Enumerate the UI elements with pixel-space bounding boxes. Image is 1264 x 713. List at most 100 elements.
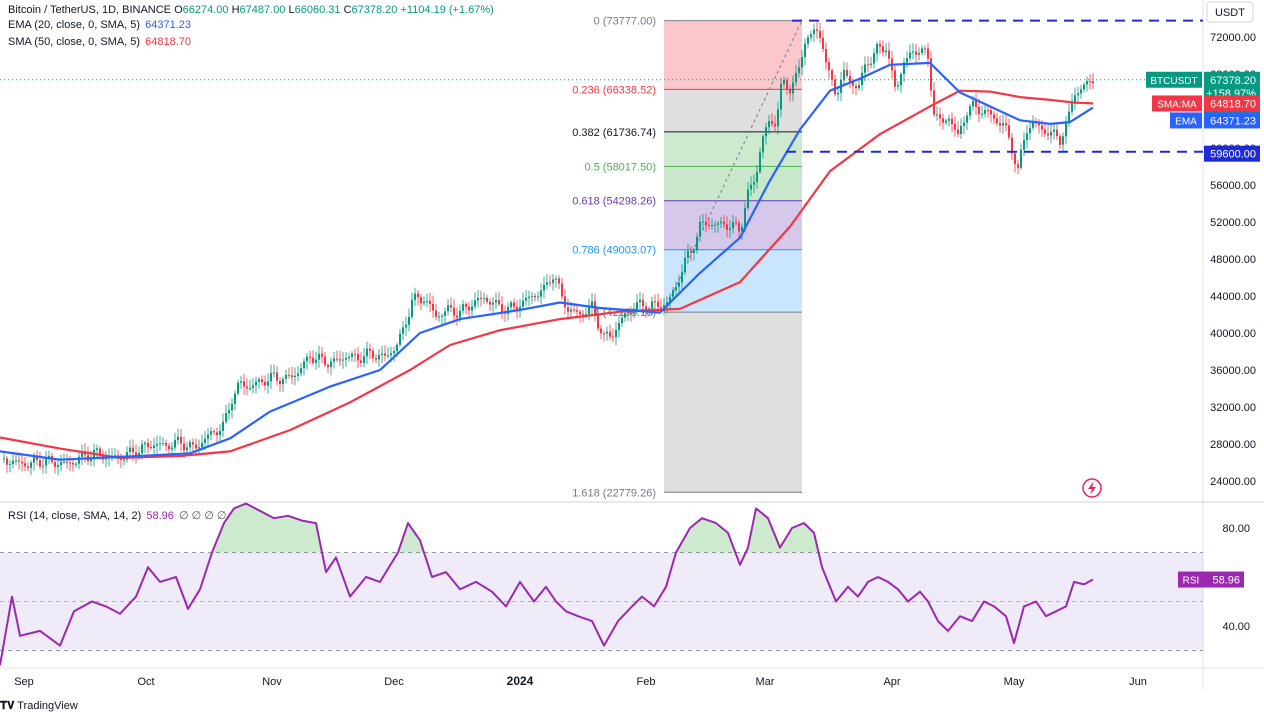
symbol-legend: Bitcoin / TetherUS, 1D, BINANCE O66274.0… <box>8 4 494 16</box>
candle-body <box>516 306 518 311</box>
candle-body <box>804 43 806 58</box>
candle <box>687 244 689 264</box>
candle <box>303 358 305 376</box>
candle <box>240 375 242 389</box>
candle-body <box>843 69 845 80</box>
candle <box>264 375 266 391</box>
ema-legend[interactable]: EMA (20, close, 0, SMA, 5) 64371.23 <box>8 19 191 31</box>
candle <box>1008 118 1010 140</box>
candle <box>363 348 365 368</box>
sma-value-tag <box>1204 95 1260 112</box>
candle-body <box>1083 84 1085 90</box>
candle <box>162 437 164 447</box>
candle <box>483 292 485 305</box>
candle-body <box>924 48 926 50</box>
candle-body <box>48 455 50 459</box>
sma-legend[interactable]: SMA (50, close, 0, SMA, 5) 64818.70 <box>8 36 191 48</box>
candle-body <box>219 430 221 435</box>
time-tick-label: May <box>1004 676 1025 688</box>
candle-body <box>1077 93 1079 96</box>
candle <box>447 299 449 316</box>
candle <box>24 457 26 472</box>
candle-body <box>513 302 515 307</box>
candle <box>588 298 590 321</box>
time-axis: Sep Oct Nov Dec 2024 Feb Mar Apr May Jun <box>14 674 1147 688</box>
candle-body <box>279 380 281 385</box>
candle-body <box>471 306 473 311</box>
candle-body <box>987 110 989 112</box>
candle <box>225 404 227 424</box>
candle-body <box>864 64 866 73</box>
candle-body <box>168 445 170 450</box>
candle-body <box>177 436 179 440</box>
candle-body <box>312 357 314 364</box>
candle <box>747 182 749 211</box>
candle-body <box>600 328 602 334</box>
candle <box>414 287 416 306</box>
candle-body <box>882 46 884 53</box>
candle-body <box>501 304 503 313</box>
candle-body <box>681 272 683 283</box>
candle <box>360 352 362 368</box>
ema-value-label: 64371.23 <box>1210 115 1256 127</box>
candle <box>495 292 497 310</box>
candle-body <box>738 222 740 232</box>
candle-body <box>756 171 758 183</box>
sma-name-tag <box>1152 95 1202 112</box>
candle-body <box>195 444 197 449</box>
candle <box>366 341 368 365</box>
candle <box>681 264 683 290</box>
candle <box>1092 73 1094 89</box>
candle-body <box>714 224 716 226</box>
candle-body <box>861 72 863 86</box>
price-tick-label: 32000.00 <box>1210 402 1256 414</box>
candle <box>1017 159 1019 175</box>
candle-body <box>672 290 674 297</box>
candle <box>378 348 380 367</box>
candle-body <box>606 331 608 334</box>
time-tick-label: Jun <box>1129 676 1147 688</box>
candle-body <box>546 282 548 285</box>
fib-zone-1 <box>664 312 802 493</box>
candle-body <box>519 306 521 311</box>
tradingview-brand[interactable]: 𝐓𝐕 TradingView <box>0 700 78 713</box>
rsi-value: 58.96 <box>146 510 174 522</box>
candle <box>1077 86 1079 104</box>
candle-body <box>732 222 734 229</box>
candle <box>213 429 215 436</box>
candle-body <box>246 386 248 389</box>
candle <box>306 353 308 370</box>
candle-body <box>579 311 581 315</box>
candle <box>870 56 872 69</box>
candle <box>153 437 155 455</box>
candle <box>15 452 17 465</box>
candle <box>42 457 44 474</box>
candle <box>873 48 875 69</box>
candle-body <box>153 445 155 448</box>
candle-body <box>495 300 497 303</box>
candle <box>498 291 500 307</box>
candle-body <box>567 307 569 312</box>
candle-body <box>27 466 29 468</box>
candle <box>600 324 602 339</box>
candle-body <box>303 361 305 369</box>
rsi-legend[interactable]: RSI (14, close, SMA, 14, 2) 58.96 ∅ ∅ ∅ … <box>8 509 226 522</box>
candle-body <box>828 62 830 71</box>
candle <box>423 296 425 306</box>
candle-body <box>525 297 527 301</box>
candle-body <box>405 324 407 328</box>
candle-body <box>669 296 671 303</box>
candle <box>147 438 149 454</box>
candle-body <box>1071 102 1073 112</box>
candle <box>342 351 344 369</box>
candle-body <box>144 442 146 445</box>
candle <box>705 213 707 233</box>
candle-body <box>3 458 5 460</box>
candle <box>822 29 824 52</box>
candle-body <box>204 438 206 443</box>
candle-body <box>708 224 710 226</box>
candle <box>267 373 269 394</box>
candle-body <box>909 52 911 59</box>
candle-body <box>894 70 896 87</box>
